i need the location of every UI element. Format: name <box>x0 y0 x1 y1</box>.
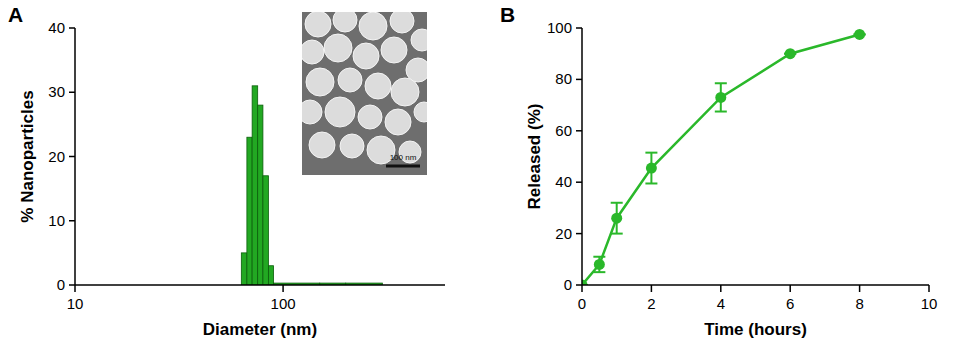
error-cap <box>715 82 727 84</box>
x-tick-label: 2 <box>647 295 655 312</box>
x-tick <box>789 285 791 292</box>
x-tick <box>928 285 930 292</box>
x-tick <box>581 285 583 292</box>
x-axis-line <box>75 284 445 286</box>
release-line <box>582 34 860 285</box>
particle <box>340 134 364 158</box>
particle <box>309 132 335 158</box>
y-tick <box>576 130 582 132</box>
histogram-bar <box>252 86 258 285</box>
y-tick <box>69 220 75 222</box>
particle <box>302 40 324 64</box>
histogram-bar <box>268 266 273 285</box>
x-tick-label: 4 <box>717 295 725 312</box>
data-point <box>611 213 622 224</box>
particle <box>365 73 391 99</box>
x-axis-line <box>582 284 929 286</box>
particle <box>411 29 427 51</box>
particle <box>338 68 362 92</box>
y-tick <box>576 181 582 183</box>
error-cap <box>645 152 657 154</box>
y-tick <box>576 233 582 235</box>
histogram-bar <box>241 253 247 285</box>
y-tick <box>576 284 582 286</box>
y-tick-label: 80 <box>555 70 572 87</box>
error-cap <box>715 111 727 113</box>
particle <box>390 12 414 33</box>
data-point <box>594 259 605 270</box>
scale-bar-label: 100 nm <box>390 153 417 162</box>
error-bar <box>645 153 657 184</box>
data-point <box>854 29 865 40</box>
x-tick <box>859 285 861 292</box>
particle <box>381 37 407 63</box>
y-tick-label: 30 <box>48 83 65 100</box>
y-tick-label: 40 <box>48 19 65 36</box>
x-tick-label: 10 <box>921 295 938 312</box>
panel-A: 100 nmA01020304010100Diameter (nm)% Nano… <box>8 3 445 339</box>
y-tick <box>69 156 75 158</box>
y-axis-label: Released (%) <box>525 104 544 210</box>
particle <box>333 12 357 32</box>
y-tick-label: 60 <box>555 122 572 139</box>
y-tick-label: 10 <box>48 212 65 229</box>
inset-image: 100 nm <box>298 8 434 175</box>
x-tick <box>282 285 284 292</box>
particle <box>358 105 382 129</box>
particle <box>324 34 352 62</box>
error-cap <box>645 182 657 184</box>
x-tick-label: 100 <box>271 295 296 312</box>
x-tick <box>74 285 76 292</box>
particle <box>325 97 355 127</box>
scale-bar <box>386 165 420 168</box>
data-point <box>646 163 657 174</box>
particle <box>305 12 331 37</box>
particle <box>353 43 379 69</box>
particle <box>391 78 419 106</box>
y-tick <box>69 284 75 286</box>
x-tick-label: 6 <box>786 295 794 312</box>
error-bar <box>715 83 727 111</box>
data-point <box>582 280 588 286</box>
data-point <box>715 92 726 103</box>
panel-label: A <box>8 3 23 26</box>
histogram-bar <box>247 137 252 285</box>
marks <box>241 86 382 285</box>
x-tick-label: 0 <box>578 295 586 312</box>
x-axis-label: Time (hours) <box>704 320 807 339</box>
y-tick-label: 0 <box>57 276 65 293</box>
particle <box>302 100 322 124</box>
y-tick <box>69 27 75 29</box>
x-tick-label: 8 <box>855 295 863 312</box>
figure: 100 nmA01020304010100Diameter (nm)% Nano… <box>0 0 957 349</box>
y-axis-line <box>581 28 583 285</box>
x-tick <box>651 285 653 292</box>
y-tick-label: 20 <box>555 225 572 242</box>
inset-background <box>302 12 427 175</box>
y-tick-label: 40 <box>555 173 572 190</box>
panel-B: B 0 20 40 60 80 100 0 2 4 6 8 10 Time (hours) Released… <box>500 3 937 339</box>
inset-particles <box>302 12 427 164</box>
error-cap <box>593 271 605 273</box>
y-axis-label: % Nanoparticles <box>18 90 37 222</box>
particle <box>306 68 334 96</box>
particle <box>414 102 427 122</box>
y-tick <box>576 79 582 81</box>
particle <box>359 12 387 40</box>
histogram-bar <box>258 105 263 285</box>
marks <box>582 29 866 285</box>
panel-label: B <box>500 3 515 26</box>
y-tick-label: 20 <box>48 148 65 165</box>
x-tick-label: 10 <box>67 295 84 312</box>
x-tick <box>720 285 722 292</box>
y-tick <box>576 27 582 29</box>
y-tick <box>69 92 75 94</box>
x-axis-label: Diameter (nm) <box>203 320 317 339</box>
y-tick-label: 100 <box>547 19 572 36</box>
histogram-bar <box>263 176 268 285</box>
particle <box>385 109 411 135</box>
data-point <box>785 48 796 59</box>
error-cap <box>611 202 623 204</box>
y-tick-label: 0 <box>564 276 572 293</box>
